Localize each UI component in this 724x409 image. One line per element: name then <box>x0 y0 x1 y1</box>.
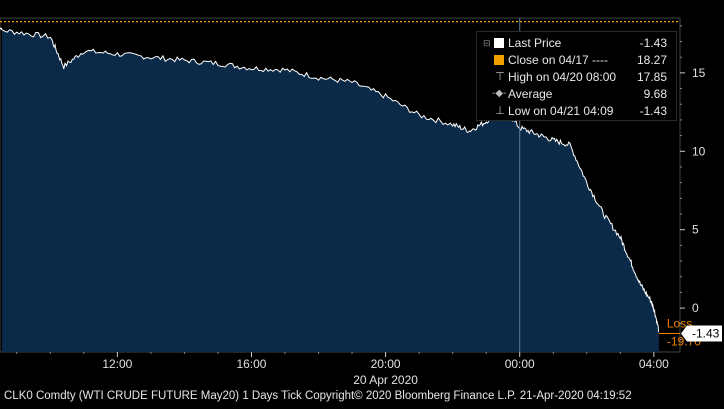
legend-value: -1.43 <box>639 104 667 118</box>
legend-row-low[interactable]: ⊥ Low on 04/21 04:09 -1.43 <box>481 103 671 119</box>
orange-square-icon <box>494 55 504 65</box>
average-marker-icon: -◆- <box>492 88 507 99</box>
x-tick-label: 20:00 <box>371 357 401 371</box>
x-tick-label: 04:00 <box>639 357 669 371</box>
last-price-tag <box>681 325 722 342</box>
y-tick-label: 0 <box>692 301 699 315</box>
white-square-icon <box>494 38 504 48</box>
legend-value: -1.43 <box>639 36 667 50</box>
high-marker-icon: ⊤ <box>495 71 505 83</box>
legend-label: Close on 04/17 ---- <box>508 53 609 67</box>
x-tick-label: 16:00 <box>236 357 266 371</box>
collapse-icon[interactable]: ⊟ <box>483 38 491 48</box>
legend-row-close[interactable]: Close on 04/17 ---- 18.27 <box>481 52 671 68</box>
legend-value: 17.85 <box>636 70 667 84</box>
legend-value: 18.27 <box>636 53 667 67</box>
price-line <box>0 27 660 333</box>
x-date-label: 20 Apr 2020 <box>353 373 418 387</box>
legend-row-average[interactable]: -◆- Average 9.68 <box>481 86 671 102</box>
x-tick-label: 00:00 <box>505 357 535 371</box>
x-tick-label: 12:00 <box>102 357 132 371</box>
legend-label: Average <box>508 87 553 101</box>
price-area <box>0 28 659 352</box>
legend-label: High on 04/20 08:00 <box>508 70 617 84</box>
legend-label: Last Price <box>508 36 562 50</box>
legend-box: ⊟ Last Price -1.43 Close on 04/17 ---- 1… <box>476 31 677 121</box>
legend-label: Low on 04/21 04:09 <box>508 104 614 118</box>
legend-row-last-price[interactable]: ⊟ Last Price -1.43 <box>481 35 671 51</box>
footer-text: CLK0 Comdty (WTI CRUDE FUTURE May20) 1 D… <box>4 390 632 402</box>
low-marker-icon: ⊥ <box>495 105 505 117</box>
legend-value: 9.68 <box>643 87 667 101</box>
y-tick-label: 15 <box>692 66 706 80</box>
chart-footer: CLK0 Comdty (WTI CRUDE FUTURE May20) 1 D… <box>4 390 720 408</box>
y-tick-label: 10 <box>692 144 706 158</box>
legend-row-high[interactable]: ⊤ High on 04/20 08:00 17.85 <box>481 69 671 85</box>
last-price-label: -1.43 <box>692 327 720 341</box>
y-tick-label: 5 <box>692 223 699 237</box>
